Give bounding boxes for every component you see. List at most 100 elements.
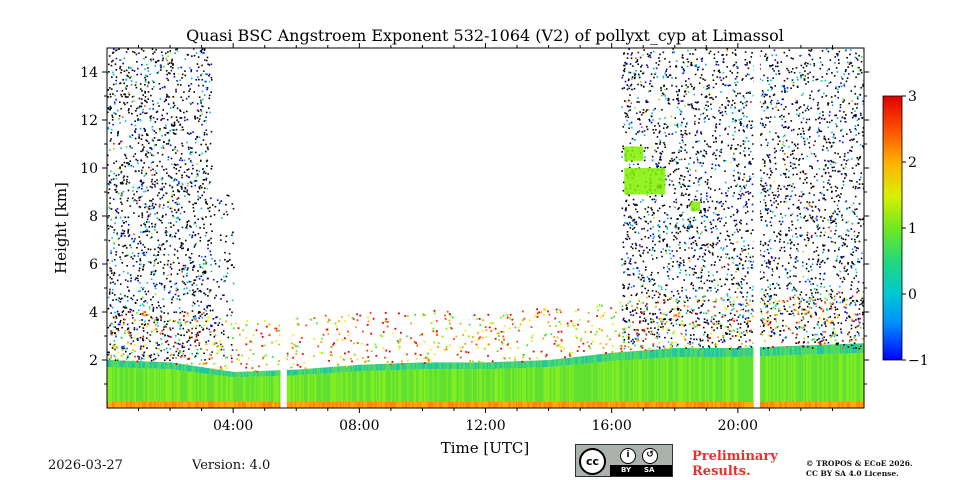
bl-top-cell [813, 345, 816, 355]
noise-pixel [191, 336, 193, 339]
noise-pixel [118, 48, 120, 51]
surface-cell [648, 402, 650, 408]
bl-cell [342, 372, 345, 402]
surface-cell [764, 402, 766, 408]
noise-pixel [855, 275, 857, 277]
noise-pixel [832, 141, 835, 144]
noise-pixel [131, 314, 134, 316]
bl-top-cell [778, 346, 780, 356]
noise-pixel [683, 95, 686, 98]
noise-pixel [702, 154, 704, 157]
surface-cell [221, 402, 224, 408]
noise-pixel [115, 184, 118, 187]
noise-pixel [110, 88, 113, 90]
bl-cell [219, 375, 221, 402]
noise-pixel [154, 248, 156, 251]
surface-cell [517, 402, 519, 408]
surface-cell [114, 402, 117, 408]
noise-pixel [165, 277, 168, 280]
noise-pixel [682, 72, 684, 75]
noise-pixel [184, 239, 187, 242]
noise-pixel [708, 84, 710, 87]
noise-pixel [181, 268, 183, 271]
noise-pixel [738, 110, 741, 112]
noise-pixel [198, 186, 201, 188]
noise-pixel [706, 143, 708, 146]
bl-cell [846, 353, 848, 402]
surface-cell [453, 402, 456, 408]
surface-cell [814, 402, 817, 408]
bl-cell [470, 369, 473, 402]
noise-pixel [127, 75, 129, 78]
surface-cell [123, 402, 126, 408]
noise-pixel [151, 183, 154, 185]
noise-pixel [780, 201, 782, 203]
noise-pixel [634, 309, 636, 311]
noise-pixel [151, 232, 153, 235]
noise-pixel [139, 119, 142, 121]
noise-pixel [668, 162, 671, 165]
surface-cell [624, 402, 626, 408]
noise-pixel [167, 158, 170, 161]
noise-pixel [646, 306, 649, 308]
bl-cell [407, 369, 409, 402]
surface-cell [807, 402, 809, 408]
noise-pixel [197, 66, 200, 68]
bl-cell [168, 369, 171, 402]
surface-cell [447, 402, 450, 408]
noise-pixel [140, 298, 143, 300]
bl-cell [702, 357, 705, 402]
bl-cell [860, 353, 862, 402]
noise-pixel [131, 322, 134, 324]
noise-pixel [191, 164, 194, 167]
noise-pixel [141, 214, 144, 216]
noise-pixel [633, 341, 635, 343]
noise-pixel [684, 132, 686, 135]
noise-pixel [126, 101, 129, 104]
bl-cell [363, 371, 365, 402]
noise-pixel [188, 148, 190, 151]
bl-top-cell [432, 362, 435, 370]
bl-top-cell [376, 364, 379, 371]
noise-pixel [179, 109, 181, 111]
noise-pixel [124, 332, 126, 334]
noise-pixel [121, 210, 123, 212]
noise-pixel [812, 283, 815, 285]
noise-pixel [827, 102, 829, 105]
noise-pixel [714, 207, 717, 209]
noise-pixel [621, 87, 624, 90]
surface-cell [784, 402, 787, 408]
noise-pixel [138, 326, 141, 328]
bl-top-cell [682, 348, 684, 357]
surface-cell [293, 402, 296, 408]
bl-top-cell [115, 360, 118, 368]
noise-pixel [115, 177, 118, 180]
noise-pixel [708, 206, 711, 209]
noise-pixel [782, 141, 784, 143]
noise-pixel [856, 181, 858, 183]
noise-pixel [675, 227, 677, 229]
bl-top-cell [737, 348, 740, 357]
surface-cell [808, 402, 811, 408]
noise-pixel [186, 272, 188, 275]
bl-top-cell [214, 369, 216, 375]
bl-cell [305, 374, 307, 402]
noise-pixel [198, 255, 201, 257]
noise-pixel [143, 230, 145, 233]
bl-top-cell [514, 361, 517, 369]
noise-pixel [132, 265, 135, 267]
surface-cell [609, 402, 611, 408]
noise-pixel [740, 292, 743, 294]
noise-pixel [697, 151, 699, 154]
bl-top-cell [541, 360, 543, 368]
noise-pixel [208, 210, 211, 213]
noise-pixel [788, 112, 790, 115]
noise-pixel [209, 206, 211, 209]
noise-pixel [769, 64, 771, 67]
noise-pixel [161, 221, 163, 224]
noise-pixel [107, 296, 110, 299]
noise-pixel [714, 287, 717, 290]
noise-pixel [845, 133, 848, 135]
bl-cell [365, 371, 368, 402]
surface-cell [419, 402, 422, 408]
